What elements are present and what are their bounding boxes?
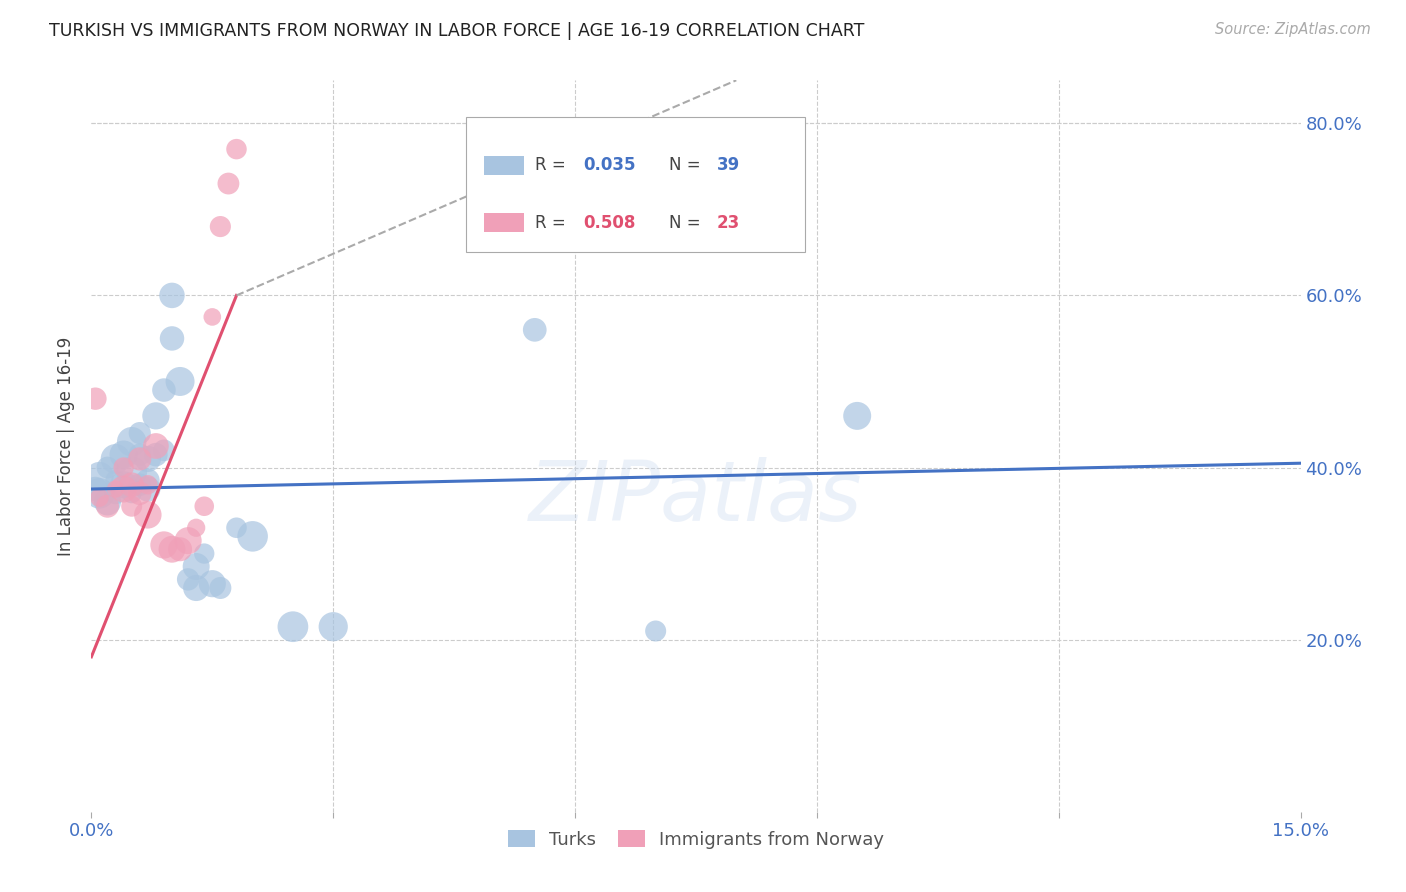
Point xyxy=(201,576,224,591)
Point xyxy=(846,409,869,423)
Text: 0.035: 0.035 xyxy=(583,156,636,174)
Point xyxy=(89,486,111,500)
Point xyxy=(153,538,176,552)
Point xyxy=(128,426,150,441)
Point xyxy=(136,508,159,522)
Point xyxy=(177,533,200,548)
Point xyxy=(104,474,127,488)
Point xyxy=(121,500,143,514)
Point xyxy=(145,409,167,423)
FancyBboxPatch shape xyxy=(484,156,524,175)
Point xyxy=(121,486,143,500)
Point xyxy=(225,142,247,156)
Point xyxy=(128,486,150,500)
Point xyxy=(153,443,176,458)
Legend: Turks, Immigrants from Norway: Turks, Immigrants from Norway xyxy=(499,821,893,857)
Point xyxy=(104,482,127,496)
Point xyxy=(121,477,143,491)
Point xyxy=(153,383,176,397)
FancyBboxPatch shape xyxy=(467,117,804,252)
Text: 23: 23 xyxy=(717,214,740,232)
Point xyxy=(186,581,208,595)
Point xyxy=(145,439,167,453)
Point xyxy=(136,482,159,496)
Point xyxy=(169,542,191,557)
Text: ZIPatlas: ZIPatlas xyxy=(529,457,863,538)
Point xyxy=(104,451,127,466)
Point xyxy=(193,547,215,561)
Point xyxy=(121,465,143,479)
Point xyxy=(225,521,247,535)
Point xyxy=(104,486,127,500)
Point xyxy=(281,620,304,634)
Point xyxy=(112,448,135,462)
Point xyxy=(209,581,232,595)
Y-axis label: In Labor Force | Age 16-19: In Labor Force | Age 16-19 xyxy=(58,336,76,556)
Point xyxy=(96,495,118,509)
Point xyxy=(160,542,183,557)
Point xyxy=(128,448,150,462)
Point xyxy=(136,474,159,488)
Point xyxy=(193,500,215,514)
Point xyxy=(644,624,666,638)
Point xyxy=(145,448,167,462)
Point xyxy=(128,477,150,491)
Point xyxy=(112,482,135,496)
Point xyxy=(160,331,183,345)
Point xyxy=(84,392,107,406)
Point xyxy=(523,323,546,337)
Point xyxy=(177,573,200,587)
Point xyxy=(96,500,118,514)
Point xyxy=(112,460,135,475)
Point xyxy=(121,434,143,449)
Point xyxy=(89,469,111,483)
Point xyxy=(112,477,135,491)
Text: N =: N = xyxy=(669,156,706,174)
Point xyxy=(160,288,183,302)
Text: 0.508: 0.508 xyxy=(583,214,636,232)
Point xyxy=(136,477,159,491)
Point xyxy=(169,375,191,389)
Point xyxy=(128,451,150,466)
Point xyxy=(84,482,107,496)
Point xyxy=(322,620,344,634)
Point xyxy=(186,559,208,574)
Point xyxy=(209,219,232,234)
Text: 39: 39 xyxy=(717,156,740,174)
Point xyxy=(242,529,264,543)
Text: N =: N = xyxy=(669,214,706,232)
Text: R =: R = xyxy=(536,214,571,232)
Point xyxy=(96,460,118,475)
Point xyxy=(89,491,111,505)
FancyBboxPatch shape xyxy=(484,213,524,233)
Text: Source: ZipAtlas.com: Source: ZipAtlas.com xyxy=(1215,22,1371,37)
Text: TURKISH VS IMMIGRANTS FROM NORWAY IN LABOR FORCE | AGE 16-19 CORRELATION CHART: TURKISH VS IMMIGRANTS FROM NORWAY IN LAB… xyxy=(49,22,865,40)
Text: R =: R = xyxy=(536,156,571,174)
Point xyxy=(217,177,239,191)
Point xyxy=(136,451,159,466)
Point xyxy=(186,521,208,535)
Point xyxy=(201,310,224,324)
